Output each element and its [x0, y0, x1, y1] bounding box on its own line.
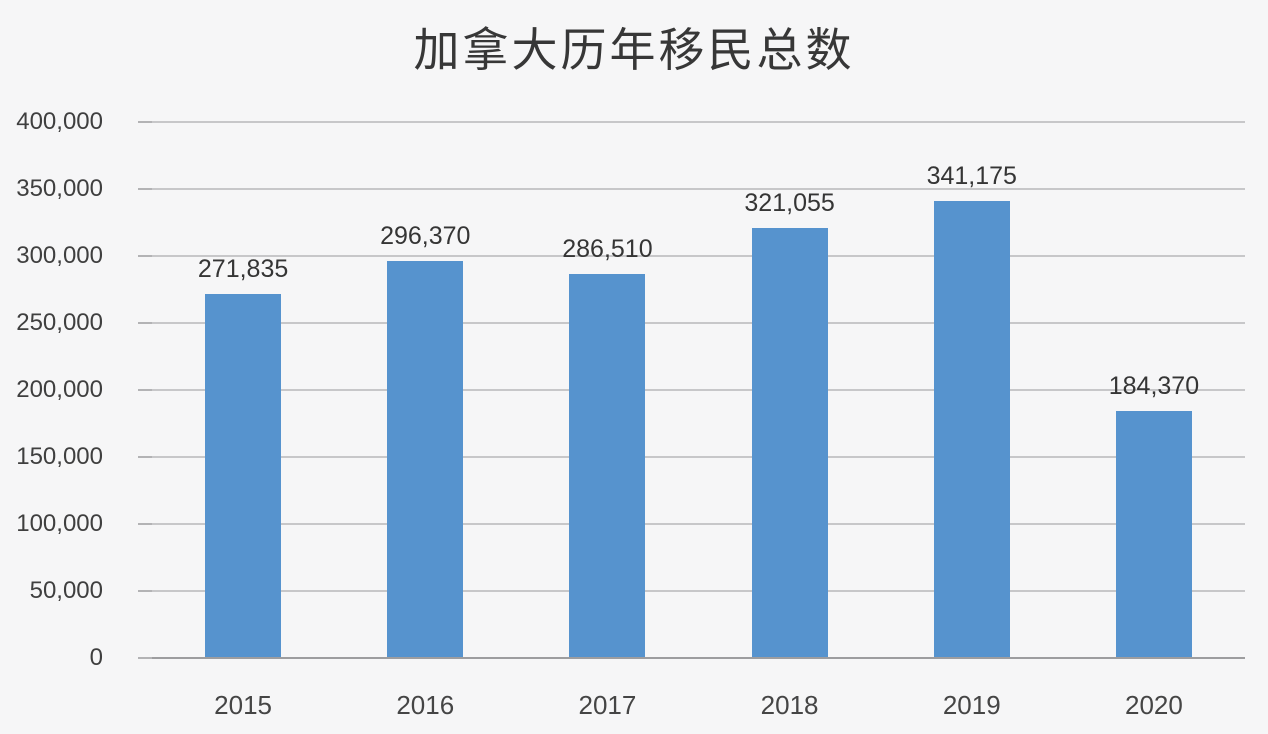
y-axis-tick	[138, 389, 152, 391]
bar-slot: 341,175	[881, 122, 1063, 658]
gridline	[152, 456, 1245, 458]
bar-slot: 271,835	[152, 122, 334, 658]
x-axis-label: 2017	[578, 690, 637, 720]
y-axis-tick-label: 300,000	[16, 242, 103, 269]
gridline	[152, 188, 1245, 190]
bar-slot: 184,370	[1063, 122, 1245, 658]
y-axis-tick-label: 100,000	[16, 510, 103, 537]
y-axis-tick-label: 50,000	[29, 577, 103, 604]
bar-slot: 321,055	[699, 122, 881, 658]
bar-2016	[387, 261, 464, 658]
gridline	[152, 389, 1245, 391]
gridline	[152, 322, 1245, 324]
y-axis-tick	[138, 523, 152, 525]
gridline	[152, 121, 1245, 123]
bar-2015	[205, 294, 282, 658]
bar-slot: 296,370	[334, 122, 516, 658]
bar-slot: 286,510	[516, 122, 698, 658]
y-axis-tick	[138, 322, 152, 324]
bar-value-label: 341,175	[926, 162, 1017, 190]
y-axis-tick	[138, 657, 152, 659]
y-axis-tick	[138, 188, 152, 190]
gridline	[152, 255, 1245, 257]
y-axis-tick-label: 250,000	[16, 309, 103, 336]
bar-2019	[933, 201, 1010, 658]
bar-value-label: 184,370	[1108, 372, 1200, 400]
y-axis-tick-label: 0	[89, 644, 103, 671]
x-axis-label: 2015	[214, 690, 272, 720]
x-axis-label: 2020	[1125, 690, 1183, 720]
y-axis-tick	[138, 590, 152, 592]
bar-2018	[751, 228, 828, 658]
bar-value-label: 286,510	[562, 235, 653, 263]
plot-area: 0 50,000 100,000 150,000 200,000 250,000 300,0…	[16, 108, 1245, 671]
gridline	[152, 523, 1245, 525]
x-axis-baseline	[152, 657, 1245, 659]
x-axis-label: 2016	[396, 690, 455, 720]
y-axis-tick-label: 350,000	[16, 175, 103, 202]
y-axis-tick-label: 150,000	[16, 443, 103, 470]
gridline	[152, 590, 1245, 592]
y-axis-tick	[138, 255, 152, 257]
x-axis-label: 2018	[760, 690, 819, 720]
y-axis-tick	[138, 121, 152, 123]
x-axis-label: 2019	[942, 690, 1001, 720]
bars-layer: 271,835 296,370 286,510 321,055 341,175 184,3…	[152, 122, 1245, 658]
bar-value-label: 296,370	[380, 222, 471, 250]
chart-title: 加拿大历年移民总数	[413, 25, 855, 76]
y-axis-tick	[138, 456, 152, 458]
bar-value-label: 321,055	[744, 189, 835, 217]
bar-2020	[1115, 411, 1192, 658]
y-axis-tick-label: 400,000	[16, 108, 103, 135]
x-axis-labels: 2015 2016 2017 2018 2019 2020	[152, 678, 1245, 721]
y-axis-tick-label: 200,000	[16, 376, 103, 403]
bar-value-label: 271,835	[197, 255, 289, 283]
bar-2017	[569, 274, 646, 658]
